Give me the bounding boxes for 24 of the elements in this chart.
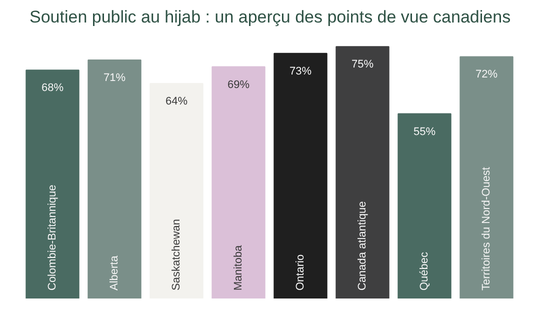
x-tick-label: Ontario: [294, 254, 306, 290]
data-label: 72%: [475, 68, 498, 81]
x-tick-label: Manitoba: [232, 244, 244, 290]
bar: [274, 52, 328, 298]
data-label: 73%: [289, 65, 312, 78]
bar: [88, 60, 142, 298]
chart-title: Soutien public au hijab : un aperçu des points de vue canadiens: [30, 8, 511, 26]
x-tick-label: Territoires du Nord-Ouest: [480, 167, 492, 290]
data-label: 64%: [165, 96, 188, 108]
bar: [398, 113, 452, 298]
bar: [336, 46, 390, 298]
data-label: 71%: [103, 72, 126, 84]
x-tick-label: Alberta: [108, 254, 120, 290]
x-tick-label: Canada atlantique: [356, 201, 368, 290]
bar: [212, 66, 266, 298]
x-tick-label: Québec: [418, 251, 430, 290]
data-label: 69%: [227, 78, 250, 91]
bar: [460, 56, 514, 298]
data-label: 75%: [351, 58, 374, 71]
bar: [26, 70, 80, 298]
data-label: 55%: [413, 126, 436, 138]
x-tick-label: Saskatchewan: [170, 218, 182, 290]
x-tick-label: Colombie-Britannique: [46, 184, 58, 290]
data-label: 68%: [41, 82, 64, 94]
